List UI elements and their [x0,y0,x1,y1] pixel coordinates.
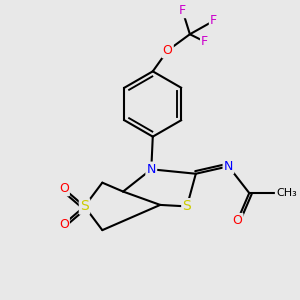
Text: S: S [182,200,191,213]
Text: N: N [147,163,156,176]
Text: O: O [232,214,242,227]
Text: F: F [201,35,208,48]
Text: N: N [224,160,233,173]
Text: CH₃: CH₃ [276,188,297,198]
Text: O: O [163,44,172,57]
Text: F: F [179,4,186,17]
Text: O: O [59,218,69,231]
Text: O: O [59,182,69,195]
Text: S: S [80,200,89,213]
Text: F: F [210,14,217,27]
